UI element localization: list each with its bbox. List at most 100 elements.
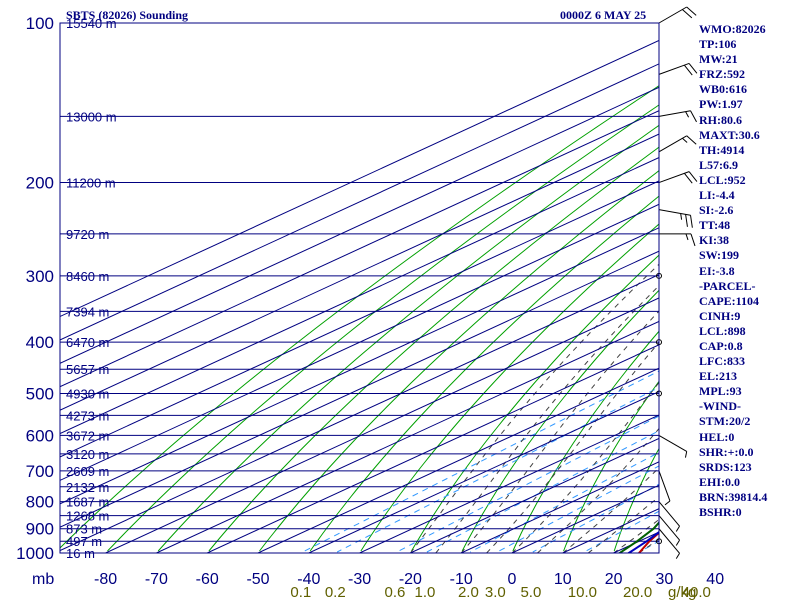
moist-adiabat bbox=[587, 496, 659, 553]
pressure-tick-label: 700 bbox=[26, 462, 54, 481]
wind-barb bbox=[658, 62, 698, 76]
index-item: TH:4914 bbox=[699, 142, 745, 157]
moist-adiabat bbox=[410, 263, 659, 553]
x-tick-label: -50 bbox=[246, 571, 269, 588]
wind-barbs bbox=[656, 6, 698, 559]
height-label: 2132 m bbox=[66, 480, 109, 495]
pressure-tick-label: 300 bbox=[26, 267, 54, 286]
dry-adiabat bbox=[309, 195, 659, 552]
index-item: SHR:+:0.0 bbox=[699, 444, 754, 459]
mixing-ratio-line bbox=[336, 386, 659, 553]
index-item: LCL:898 bbox=[699, 323, 746, 338]
indices-panel: WMO:82026 TP:106 MW:21 FRZ:592 WB0:616 PW:1.9… bbox=[699, 22, 767, 520]
isotherm bbox=[206, 344, 659, 553]
x-tick-label: -30 bbox=[348, 571, 371, 588]
pressure-tick-label: 600 bbox=[26, 426, 54, 445]
isotherm bbox=[60, 250, 659, 528]
moist-adiabat bbox=[562, 467, 659, 553]
dry-adiabat bbox=[613, 447, 659, 552]
isotherm bbox=[60, 156, 659, 435]
x-tick-label: 0 bbox=[508, 571, 517, 588]
index-item: STM:20/2 bbox=[699, 414, 751, 429]
height-label: 15540 m bbox=[66, 16, 117, 31]
wind-barb bbox=[658, 515, 680, 546]
isotherm bbox=[60, 133, 659, 411]
wind-barb bbox=[658, 171, 698, 184]
mixing-ratio-line bbox=[532, 483, 659, 553]
index-item: CINH:9 bbox=[699, 308, 741, 323]
pressure-tick-label: 500 bbox=[26, 384, 54, 403]
index-item: SRDS:123 bbox=[699, 459, 752, 474]
height-label: 1268 m bbox=[66, 509, 109, 524]
mixing-ratio-unit: g/kg bbox=[668, 584, 696, 600]
mixing-ratio-label: 0.1 bbox=[290, 584, 311, 600]
height-label: 3672 m bbox=[66, 428, 109, 443]
isotherm bbox=[60, 227, 659, 505]
mixing-ratio-label: 5.0 bbox=[520, 584, 541, 600]
isotherm bbox=[60, 180, 659, 458]
wind-barb bbox=[658, 6, 697, 24]
index-item: LCL:952 bbox=[699, 172, 746, 187]
index-item: MPL:93 bbox=[699, 384, 742, 399]
index-item: HEL:0 bbox=[699, 429, 735, 444]
index-item: BRN:39814.4 bbox=[699, 489, 768, 504]
index-item: FRZ:592 bbox=[699, 67, 745, 82]
plot-frame bbox=[59, 22, 660, 554]
height-label: 497 m bbox=[66, 534, 102, 549]
isotherm bbox=[60, 110, 659, 388]
mixing-ratio-label: 2.0 bbox=[458, 584, 479, 600]
index-item: PW:1.97 bbox=[699, 97, 743, 112]
isotherm bbox=[105, 297, 659, 553]
height-label: 6470 m bbox=[66, 335, 109, 350]
x-tick-label: 30 bbox=[656, 571, 674, 588]
index-item: LFC:833 bbox=[699, 354, 745, 369]
index-item: TT:48 bbox=[699, 218, 731, 233]
x-tick-label: -10 bbox=[450, 571, 473, 588]
pressure-tick-label: 200 bbox=[26, 174, 54, 193]
x-tick-label: 10 bbox=[554, 571, 572, 588]
isotherm bbox=[257, 367, 659, 553]
pressure-tick-label: 900 bbox=[26, 520, 54, 539]
wind-barb bbox=[658, 501, 680, 532]
mixing-ratio-label: 10.0 bbox=[568, 584, 597, 600]
wind-barb bbox=[658, 470, 671, 506]
wind-barb bbox=[658, 528, 680, 559]
chart-grid bbox=[60, 23, 659, 553]
isotherm bbox=[60, 274, 659, 552]
x-tick-label: -20 bbox=[399, 571, 422, 588]
chart-time: 0000Z 6 MAY 25 bbox=[560, 8, 647, 22]
x-tick-label: 40 bbox=[706, 571, 724, 588]
height-label: 4930 m bbox=[66, 386, 109, 401]
pressure-tick-label: 400 bbox=[26, 333, 54, 352]
pressure-tick-label: 1000 bbox=[16, 544, 54, 563]
isotherm bbox=[308, 391, 659, 553]
height-label: 16 m bbox=[66, 546, 95, 561]
index-item: EI:-3.8 bbox=[699, 263, 735, 278]
wind-barb bbox=[659, 233, 696, 247]
x-axis-unit: mb bbox=[32, 571, 54, 588]
index-item: CAP:0.8 bbox=[699, 338, 743, 353]
mixing-ratio-label: 0.6 bbox=[384, 584, 405, 600]
index-item: -WIND- bbox=[699, 399, 741, 414]
isotherm bbox=[359, 414, 659, 553]
height-label: 8460 m bbox=[66, 269, 109, 284]
index-item: BSHR:0 bbox=[699, 505, 742, 519]
isotherm bbox=[60, 86, 659, 364]
pressure-tick-label: 100 bbox=[26, 14, 54, 33]
index-item: EL:213 bbox=[699, 369, 738, 384]
index-item: WMO:82026 bbox=[699, 22, 766, 36]
chart-title: SBTS (82026) Sounding bbox=[66, 8, 189, 22]
mixing-ratio-line bbox=[302, 370, 659, 553]
index-item: KI:38 bbox=[699, 233, 729, 248]
isotherm bbox=[60, 39, 659, 318]
mixing-ratio-label: 20.0 bbox=[623, 584, 652, 600]
height-label: 13000 m bbox=[66, 109, 117, 124]
pressure-tick-label: 800 bbox=[26, 493, 54, 512]
height-label: 2609 m bbox=[66, 464, 109, 479]
index-item: EHI:0.0 bbox=[699, 474, 741, 489]
isotherm bbox=[60, 203, 659, 481]
height-label: 3120 m bbox=[66, 447, 109, 462]
height-label: 7394 m bbox=[66, 304, 109, 319]
isotherm bbox=[460, 461, 659, 553]
